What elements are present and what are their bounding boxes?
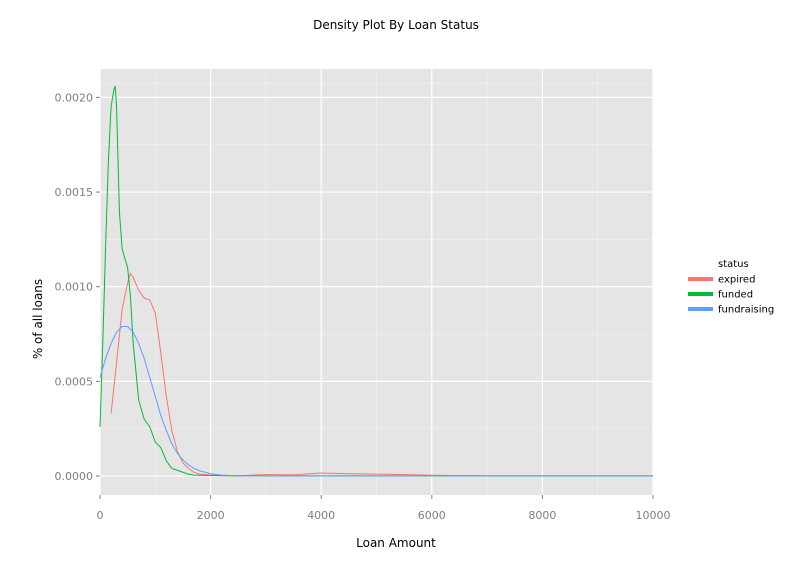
legend-label-fundraising: fundraising [718, 305, 774, 316]
chart-title: Density Plot By Loan Status [313, 18, 479, 32]
x-tick-label: 10000 [636, 509, 671, 522]
minor-gridlines [100, 69, 653, 495]
legend-title: status [718, 259, 749, 270]
series-lines [99, 85, 653, 477]
series-line-expired [110, 272, 653, 477]
legend-key-expired [688, 277, 713, 281]
y-tick-label: 0.0015 [55, 186, 94, 199]
legend-label-expired: expired [718, 275, 755, 286]
x-tick-label: 6000 [418, 509, 446, 522]
y-tick-label: 0.0005 [55, 375, 94, 388]
legend-key-funded [688, 292, 713, 296]
x-axis-ticks: 0 2000 4000 6000 8000 10000 [97, 495, 671, 522]
series-line-fundraising [99, 325, 653, 477]
x-tick-label: 8000 [528, 509, 556, 522]
y-tick-label: 0.0020 [55, 91, 94, 104]
y-tick-label: 0.0000 [55, 470, 94, 483]
y-tick-label: 0.0010 [55, 281, 94, 294]
x-axis-title: Loan Amount [356, 536, 436, 550]
y-axis-title: % of all loans [31, 279, 45, 359]
x-tick-label: 2000 [197, 509, 225, 522]
y-axis-ticks: 0.0000 0.0005 0.0010 0.0015 0.0020 [55, 91, 100, 483]
x-tick-label: 0 [97, 509, 104, 522]
legend-label-funded: funded [718, 290, 753, 301]
x-tick-label: 4000 [307, 509, 335, 522]
legend: status expired funded fundraising [688, 259, 774, 316]
legend-key-fundraising [688, 307, 713, 311]
